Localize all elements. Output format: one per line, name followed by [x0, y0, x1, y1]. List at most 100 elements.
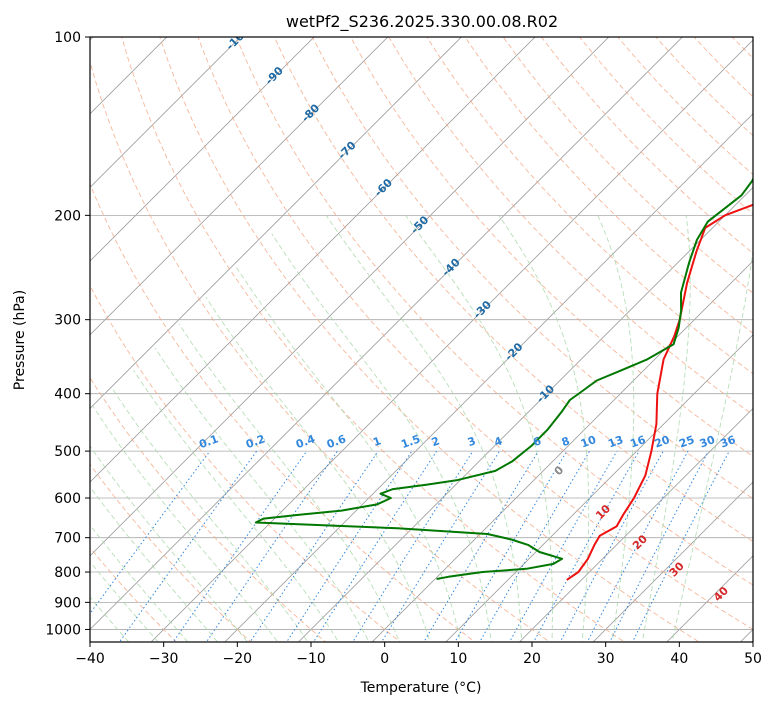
- x-tick-label: 40: [670, 651, 688, 667]
- moist-adiabat-line: [90, 486, 219, 642]
- dry-adiabat-line: [90, 376, 327, 642]
- isotherm-line: [90, 37, 610, 557]
- dry-adiabat-line: [731, 37, 753, 59]
- y-tick-label: 600: [54, 491, 81, 507]
- mixing-ratio-line: [423, 450, 539, 642]
- x-tick-label: −10: [296, 651, 326, 667]
- dry-adiabat-line: [90, 463, 252, 642]
- mixing-ratio-line: [249, 450, 379, 642]
- mixing-ratio-label: 13: [606, 433, 625, 450]
- moist-adiabat-line: [90, 560, 159, 642]
- moist-adiabat-line: [498, 215, 590, 642]
- isotherm-line: [592, 481, 753, 642]
- x-tick-label: 30: [597, 651, 615, 667]
- x-tick-label: 10: [449, 651, 467, 667]
- dry-adiabat-line: [273, 37, 753, 542]
- y-tick-label: 400: [54, 387, 81, 403]
- mixing-ratio-line: [609, 450, 709, 642]
- y-tick-label: 300: [54, 313, 81, 329]
- moist-adiabat-line: [325, 215, 523, 642]
- isotherm-label: -30: [471, 298, 494, 321]
- isotherm-label: -90: [263, 64, 286, 87]
- moist-adiabat-line: [90, 596, 130, 642]
- dry-adiabat-line: [90, 60, 551, 642]
- moist-adiabat-line: [405, 215, 553, 642]
- dry-adiabat-line: [197, 37, 753, 630]
- mixing-ratio-label: 36: [719, 433, 738, 451]
- mixing-ratio-line: [312, 450, 438, 642]
- dry-adiabat-line: [578, 37, 753, 215]
- axes: −40 −30 −20 −10 0 10 20 30 40 5010020030040050060…: [45, 30, 762, 667]
- dry-adiabat-line: [350, 37, 753, 457]
- x-tick-label: 20: [523, 651, 541, 667]
- mixing-ratio-line: [533, 450, 640, 642]
- moist-adiabat-line: [641, 215, 691, 642]
- x-tick-label: −20: [223, 651, 253, 667]
- dry-adiabat-line: [502, 37, 753, 294]
- moist-adiabat-label: 10: [593, 502, 613, 522]
- dry-adiabat-line: [655, 37, 753, 137]
- mixing-ratio-label: 30: [698, 433, 717, 451]
- moist-adiabat-label: 0: [552, 463, 567, 478]
- moist-adiabat-line: [236, 267, 462, 642]
- x-tick-label: −40: [75, 651, 105, 667]
- x-tick-label: −30: [149, 651, 179, 667]
- mixing-ratio-line: [586, 450, 689, 642]
- y-tick-label: 900: [54, 595, 81, 611]
- moist-adiabat-line: [111, 386, 309, 642]
- y-tick-label: 200: [54, 208, 81, 224]
- moist-adiabat-line: [90, 524, 189, 642]
- dry-adiabat-line: [744, 10, 775, 654]
- moist-adiabat-line: [133, 369, 340, 642]
- isotherm-label: -20: [502, 340, 525, 363]
- plot-frame: [89, 36, 754, 643]
- mixing-ratio-label: 0.4: [294, 432, 317, 451]
- mixing-ratio-label: 6: [531, 434, 543, 449]
- mixing-ratio-line: [381, 450, 500, 642]
- y-tick-label: 700: [54, 531, 81, 547]
- background-lines: [90, 10, 775, 654]
- dry-adiabat-line: [159, 37, 701, 642]
- mixing-ratio-label: 20: [653, 433, 672, 451]
- mixing-ratio-label: 1: [371, 434, 383, 449]
- mixing-ratio-label: 0.1: [197, 432, 220, 451]
- moist-adiabat-label: 20: [630, 532, 650, 552]
- isotherm-label: -80: [299, 101, 322, 124]
- y-axis-label: Pressure (hPa): [12, 290, 28, 390]
- isotherm-line: [90, 37, 463, 410]
- mixing-ratio-label: 4: [492, 434, 504, 449]
- mixing-ratio-label: 1.5: [399, 432, 422, 451]
- y-tick-label: 500: [54, 444, 81, 460]
- dewpoint-profile: [254, 177, 753, 580]
- dry-adiabat-line: [90, 183, 476, 642]
- x-axis-label: Temperature (°C): [360, 680, 482, 696]
- data-series: [254, 177, 753, 581]
- mixing-ratio-label: 2: [430, 434, 442, 449]
- dry-adiabat-line: [121, 37, 626, 642]
- mixing-ratio-label: 0.2: [244, 432, 267, 451]
- isotherm-label: -100: [224, 24, 253, 53]
- isotherm-label: -50: [408, 213, 431, 236]
- x-tick-label: 0: [380, 651, 389, 667]
- isotherm-label: -10: [534, 382, 557, 405]
- moist-adiabat-line: [205, 297, 431, 642]
- isotherm-line: [90, 37, 536, 483]
- mixing-ratio-line: [205, 450, 338, 642]
- moist-adiabat-line: [92, 405, 279, 642]
- mixing-ratio-line: [118, 450, 258, 642]
- isotherm-line: [150, 39, 753, 642]
- isotherm-label: -60: [372, 176, 395, 199]
- isotherm-line: [297, 186, 753, 642]
- dry-adiabat-line: [90, 547, 177, 642]
- moist-adiabat-line: [671, 247, 753, 642]
- isotherm-line: [90, 37, 389, 336]
- isotherm-line: [224, 113, 753, 642]
- mixing-ratio-line: [479, 450, 591, 642]
- mixing-ratio-line: [352, 450, 474, 642]
- moist-adiabat-line: [597, 215, 635, 642]
- dry-adiabat-line: [617, 37, 753, 176]
- mixing-ratio-line: [454, 450, 568, 642]
- mixing-ratio-label: 25: [677, 433, 696, 450]
- dry-adiabat-line: [90, 284, 402, 642]
